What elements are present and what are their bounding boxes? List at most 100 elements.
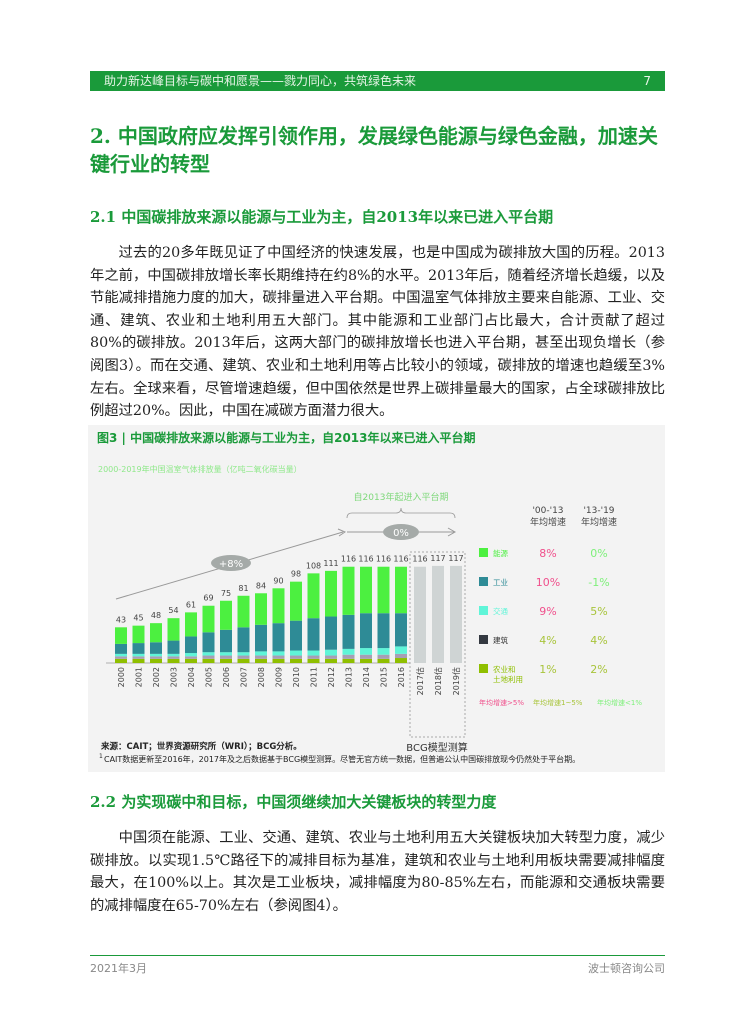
growth-rate-00-13: 8%	[539, 547, 556, 560]
x-tick-label: 2014	[362, 667, 371, 687]
bar-segment	[395, 566, 407, 614]
footer-org: 波士顿咨询公司	[588, 962, 665, 975]
bar-segment	[220, 658, 232, 663]
bar-segment	[360, 613, 372, 649]
bar-segment	[325, 570, 337, 617]
bar-segment	[167, 658, 180, 663]
bar-segment	[377, 566, 390, 614]
bar-segment	[220, 655, 232, 659]
bar-segment	[272, 623, 285, 652]
legend-col-header: '00-'13	[532, 506, 563, 516]
bar-segment	[237, 595, 250, 628]
paragraph-2-1: 过去的20多年既见证了中国经济的快速发展，也是中国成为碳排放大国的历程。2013…	[90, 245, 665, 420]
chart-svg: 图3 | 中国碳排放来源以能源与工业为主，自2013年以来已进入平台期 2000…	[97, 430, 642, 764]
bar-total-label: 61	[186, 600, 196, 609]
x-tick-label: 2001	[135, 667, 144, 687]
bar-segment	[307, 658, 320, 663]
x-tick-label: 2007	[240, 667, 249, 687]
estimate-bar	[414, 566, 426, 663]
bar-segment	[255, 651, 267, 656]
estimate-tick-label: 2018估	[433, 667, 443, 695]
growth-post-badge	[383, 524, 419, 540]
legend-col-header: 年均增速	[581, 516, 617, 528]
growth-post-label: 0%	[393, 528, 409, 539]
legend-swatch	[479, 548, 488, 557]
bar-segment	[132, 653, 145, 657]
bar-segment	[115, 627, 127, 644]
bar-segment	[132, 643, 145, 654]
chart-title: 图3 | 中国碳排放来源以能源与工业为主，自2013年以来已进入平台期	[97, 430, 476, 445]
bar-total-label: 116	[341, 555, 356, 564]
bar-segment	[290, 620, 302, 651]
bar-segment	[185, 658, 197, 663]
legend-col-header: 年均增速	[530, 516, 566, 528]
bar-total-label: 69	[203, 594, 213, 603]
growth-rate-13-19: 4%	[590, 634, 607, 647]
bar-segment	[395, 658, 407, 663]
bar-segment	[237, 652, 250, 656]
legend-swatch	[479, 664, 488, 673]
bar-total-label: 116	[376, 555, 391, 564]
growth-key-label: 年均增速1~5%	[533, 698, 583, 707]
legend-swatch	[479, 577, 488, 586]
bar-total-label: 81	[238, 584, 248, 593]
bar-segment	[360, 658, 372, 663]
bar-segment	[202, 652, 215, 656]
bar-segment	[237, 627, 250, 653]
growth-rate-13-19: 0%	[590, 547, 607, 560]
plateau-label: 自2013年起进入平台期	[354, 491, 449, 503]
growth-pre-badge	[211, 555, 251, 571]
bar-segment	[290, 581, 302, 621]
bar-total-label: 108	[306, 561, 321, 570]
bar-segment	[202, 658, 215, 663]
bar-segment	[360, 648, 372, 655]
bar-segment	[290, 655, 302, 659]
bar-segment	[325, 658, 337, 663]
bar-segment	[167, 618, 180, 641]
estimate-total-label: 116	[412, 555, 427, 564]
bar-total-label: 48	[151, 611, 161, 620]
chart-source: 来源：CAIT；世界资源研究所（WRI）；BCG分析。	[100, 741, 302, 752]
arrowhead-pre-icon	[337, 528, 347, 537]
x-tick-label: 2016	[397, 667, 406, 687]
bar-segment	[272, 655, 285, 659]
bar-segment	[290, 658, 302, 663]
bar-segment	[342, 614, 355, 649]
header-title: 助力新达峰目标与碳中和愿景——戮力同心，共筑绿色未来	[104, 74, 417, 88]
bar-segment	[237, 655, 250, 659]
bar-segment	[132, 656, 145, 659]
x-tick-label: 2013	[345, 667, 354, 687]
legend-label: 农业和	[493, 664, 516, 674]
bar-total-label: 90	[273, 576, 283, 585]
x-tick-label: 2000	[117, 667, 126, 687]
bar-segment	[272, 588, 285, 624]
bar-segment	[307, 655, 320, 659]
growth-rate-00-13: 9%	[539, 605, 556, 618]
bar-segment	[342, 658, 355, 663]
bar-total-label: 75	[221, 589, 231, 598]
bar-segment	[220, 629, 232, 653]
legend-label: 能源	[493, 548, 508, 558]
bar-segment	[220, 652, 232, 656]
figure-3: 图3 | 中国碳排放来源以能源与工业为主，自2013年以来已进入平台期 2000…	[88, 425, 665, 772]
bar-segment	[325, 616, 337, 650]
bar-total-label: 116	[358, 555, 373, 564]
bar-segment	[342, 654, 355, 659]
bar-segment	[325, 649, 337, 656]
bar-segment	[132, 625, 145, 644]
bar-segment	[395, 613, 407, 647]
x-tick-label: 2008	[257, 667, 266, 687]
bar-segment	[255, 624, 267, 652]
growth-key-label: 年均增速>5%	[479, 698, 524, 707]
bar-segment	[290, 650, 302, 656]
bar-segment	[360, 566, 372, 614]
bar-segment	[237, 658, 250, 663]
bar-segment	[272, 651, 285, 656]
legend-swatch	[479, 635, 488, 644]
x-tick-label: 2009	[275, 667, 284, 687]
estimate-label: BCG模型测算	[406, 741, 467, 754]
bar-segment	[115, 653, 127, 657]
estimate-tick-label: 2019估	[451, 667, 461, 695]
bar-segment	[132, 658, 145, 663]
arrowhead-post-icon	[447, 527, 457, 537]
